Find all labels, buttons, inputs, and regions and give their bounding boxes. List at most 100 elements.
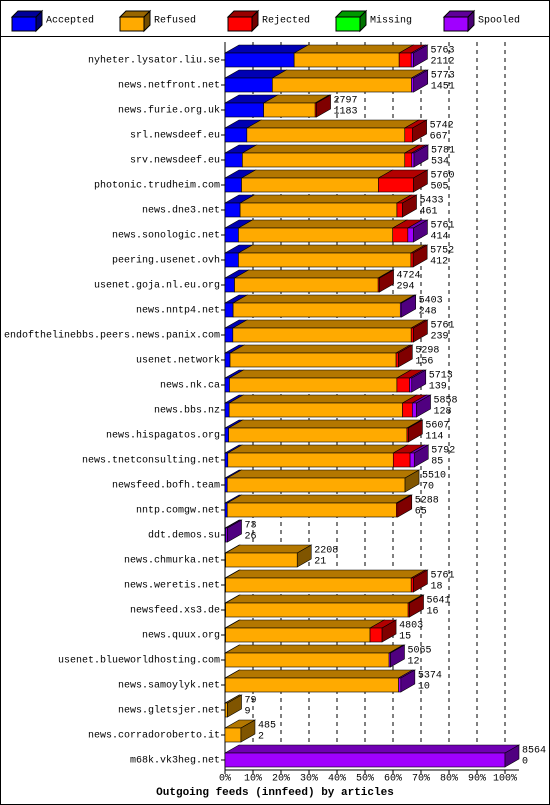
offered-label: 5761 (430, 221, 454, 232)
bar-segment (411, 152, 415, 168)
bar-top (293, 44, 415, 54)
accepted-label: 534 (431, 157, 449, 168)
bar-segment (229, 352, 397, 368)
bar-side (409, 594, 424, 618)
bar-segment (224, 502, 228, 518)
bar-segment (411, 77, 415, 93)
x-tick-label: 0% (219, 774, 231, 785)
bar-segment (224, 402, 230, 418)
category-label: news.corradoroberto.it (88, 730, 220, 742)
bar-segment (409, 452, 415, 468)
category-label: newsfeed.xs3.de (130, 605, 220, 617)
accepted-label: 21 (314, 557, 326, 568)
bar-segment (409, 377, 413, 393)
category-label: news.gletsjer.net (118, 705, 220, 717)
accepted-label: 12 (407, 657, 419, 668)
bar-segment (224, 327, 234, 343)
bar-top (226, 444, 409, 454)
category-label: news.weretis.net (124, 580, 220, 592)
bar-segment (224, 277, 235, 293)
bar-top (238, 194, 413, 204)
bar-segment (224, 727, 242, 743)
bar-top (224, 569, 427, 579)
offered-label: 5374 (418, 671, 442, 682)
category-label: nntp.comgw.net (136, 506, 220, 517)
offered-label: 5713 (429, 371, 453, 382)
bar-top (228, 394, 418, 404)
bar-segment (246, 127, 406, 143)
bar-segment (234, 277, 379, 293)
bar-segment (238, 252, 412, 268)
bar-side (413, 69, 429, 93)
bar-top (237, 244, 427, 254)
bar-top (224, 669, 414, 679)
bar-side (227, 519, 242, 543)
bar-segment (224, 377, 230, 393)
category-label: news.hispagatos.org (106, 430, 220, 442)
bar-side (411, 369, 427, 393)
accepted-label: 239 (430, 332, 448, 343)
bar-side (240, 719, 256, 743)
bar-top (240, 169, 394, 179)
offered-label: 5752 (430, 246, 454, 257)
category-label: news.sonologic.net (112, 230, 220, 242)
category-label: newsfeed.bofh.team (112, 480, 220, 492)
bar-top (226, 494, 412, 504)
category-label: news.nntp4.net (136, 306, 220, 317)
bar-top (224, 619, 386, 629)
bar-side (416, 394, 431, 418)
offered-label: 5858 (434, 396, 458, 407)
category-label: usenet.goja.nl.eu.org (94, 280, 220, 292)
offered-label: 5607 (425, 421, 449, 432)
accepted-label: 65 (415, 507, 427, 518)
x-tick-label: 10% (244, 774, 262, 785)
bar-top (226, 469, 421, 479)
bar-top (224, 644, 405, 654)
bar-top (231, 294, 416, 304)
bar-side (504, 744, 520, 768)
bar-segment (224, 477, 228, 493)
bar-side (413, 569, 428, 593)
accepted-label: 2 (258, 732, 264, 743)
bar-segment (263, 102, 316, 118)
bar-side (227, 694, 242, 718)
bar-side (401, 294, 416, 318)
x-tick-label: 100% (493, 774, 517, 785)
bar-segment (227, 452, 394, 468)
bar-top (228, 344, 412, 354)
accepted-label: 414 (430, 232, 448, 243)
accepted-label: 85 (431, 457, 443, 468)
accepted-label: 294 (397, 282, 415, 293)
offered-label: 73 (245, 521, 257, 532)
category-label: news.netfront.net (118, 80, 220, 92)
bar-top (224, 544, 313, 554)
bar-segment (410, 327, 414, 343)
x-tick-label: 20% (272, 774, 290, 785)
bar-top (233, 269, 394, 279)
accepted-label: 412 (430, 257, 448, 268)
offered-label: 5761 (430, 321, 454, 332)
bar-segment (396, 377, 410, 393)
bar-segment (242, 152, 406, 168)
bar-segment (225, 577, 412, 593)
bar-segment (407, 227, 414, 243)
bar-segment (224, 102, 264, 118)
bar-segment (226, 477, 406, 493)
bar-segment (224, 202, 241, 218)
accepted-label: 114 (425, 432, 443, 443)
bar-segment (226, 502, 397, 518)
offered-label: 485 (258, 721, 276, 732)
category-label: srl.newsdeef.eu (130, 130, 220, 142)
category-label: news.quux.org (142, 631, 220, 642)
bar-segment (392, 227, 409, 243)
accepted-label: 139 (429, 382, 447, 393)
bar-segment (225, 552, 298, 568)
bar-top (237, 219, 408, 229)
x-tick-label: 90% (468, 774, 486, 785)
bar-segment (224, 752, 506, 768)
bar-segment (395, 352, 399, 368)
offered-label: 5773 (431, 71, 455, 82)
accepted-label: 15 (399, 632, 411, 643)
category-label: news.chmurka.net (124, 555, 220, 567)
